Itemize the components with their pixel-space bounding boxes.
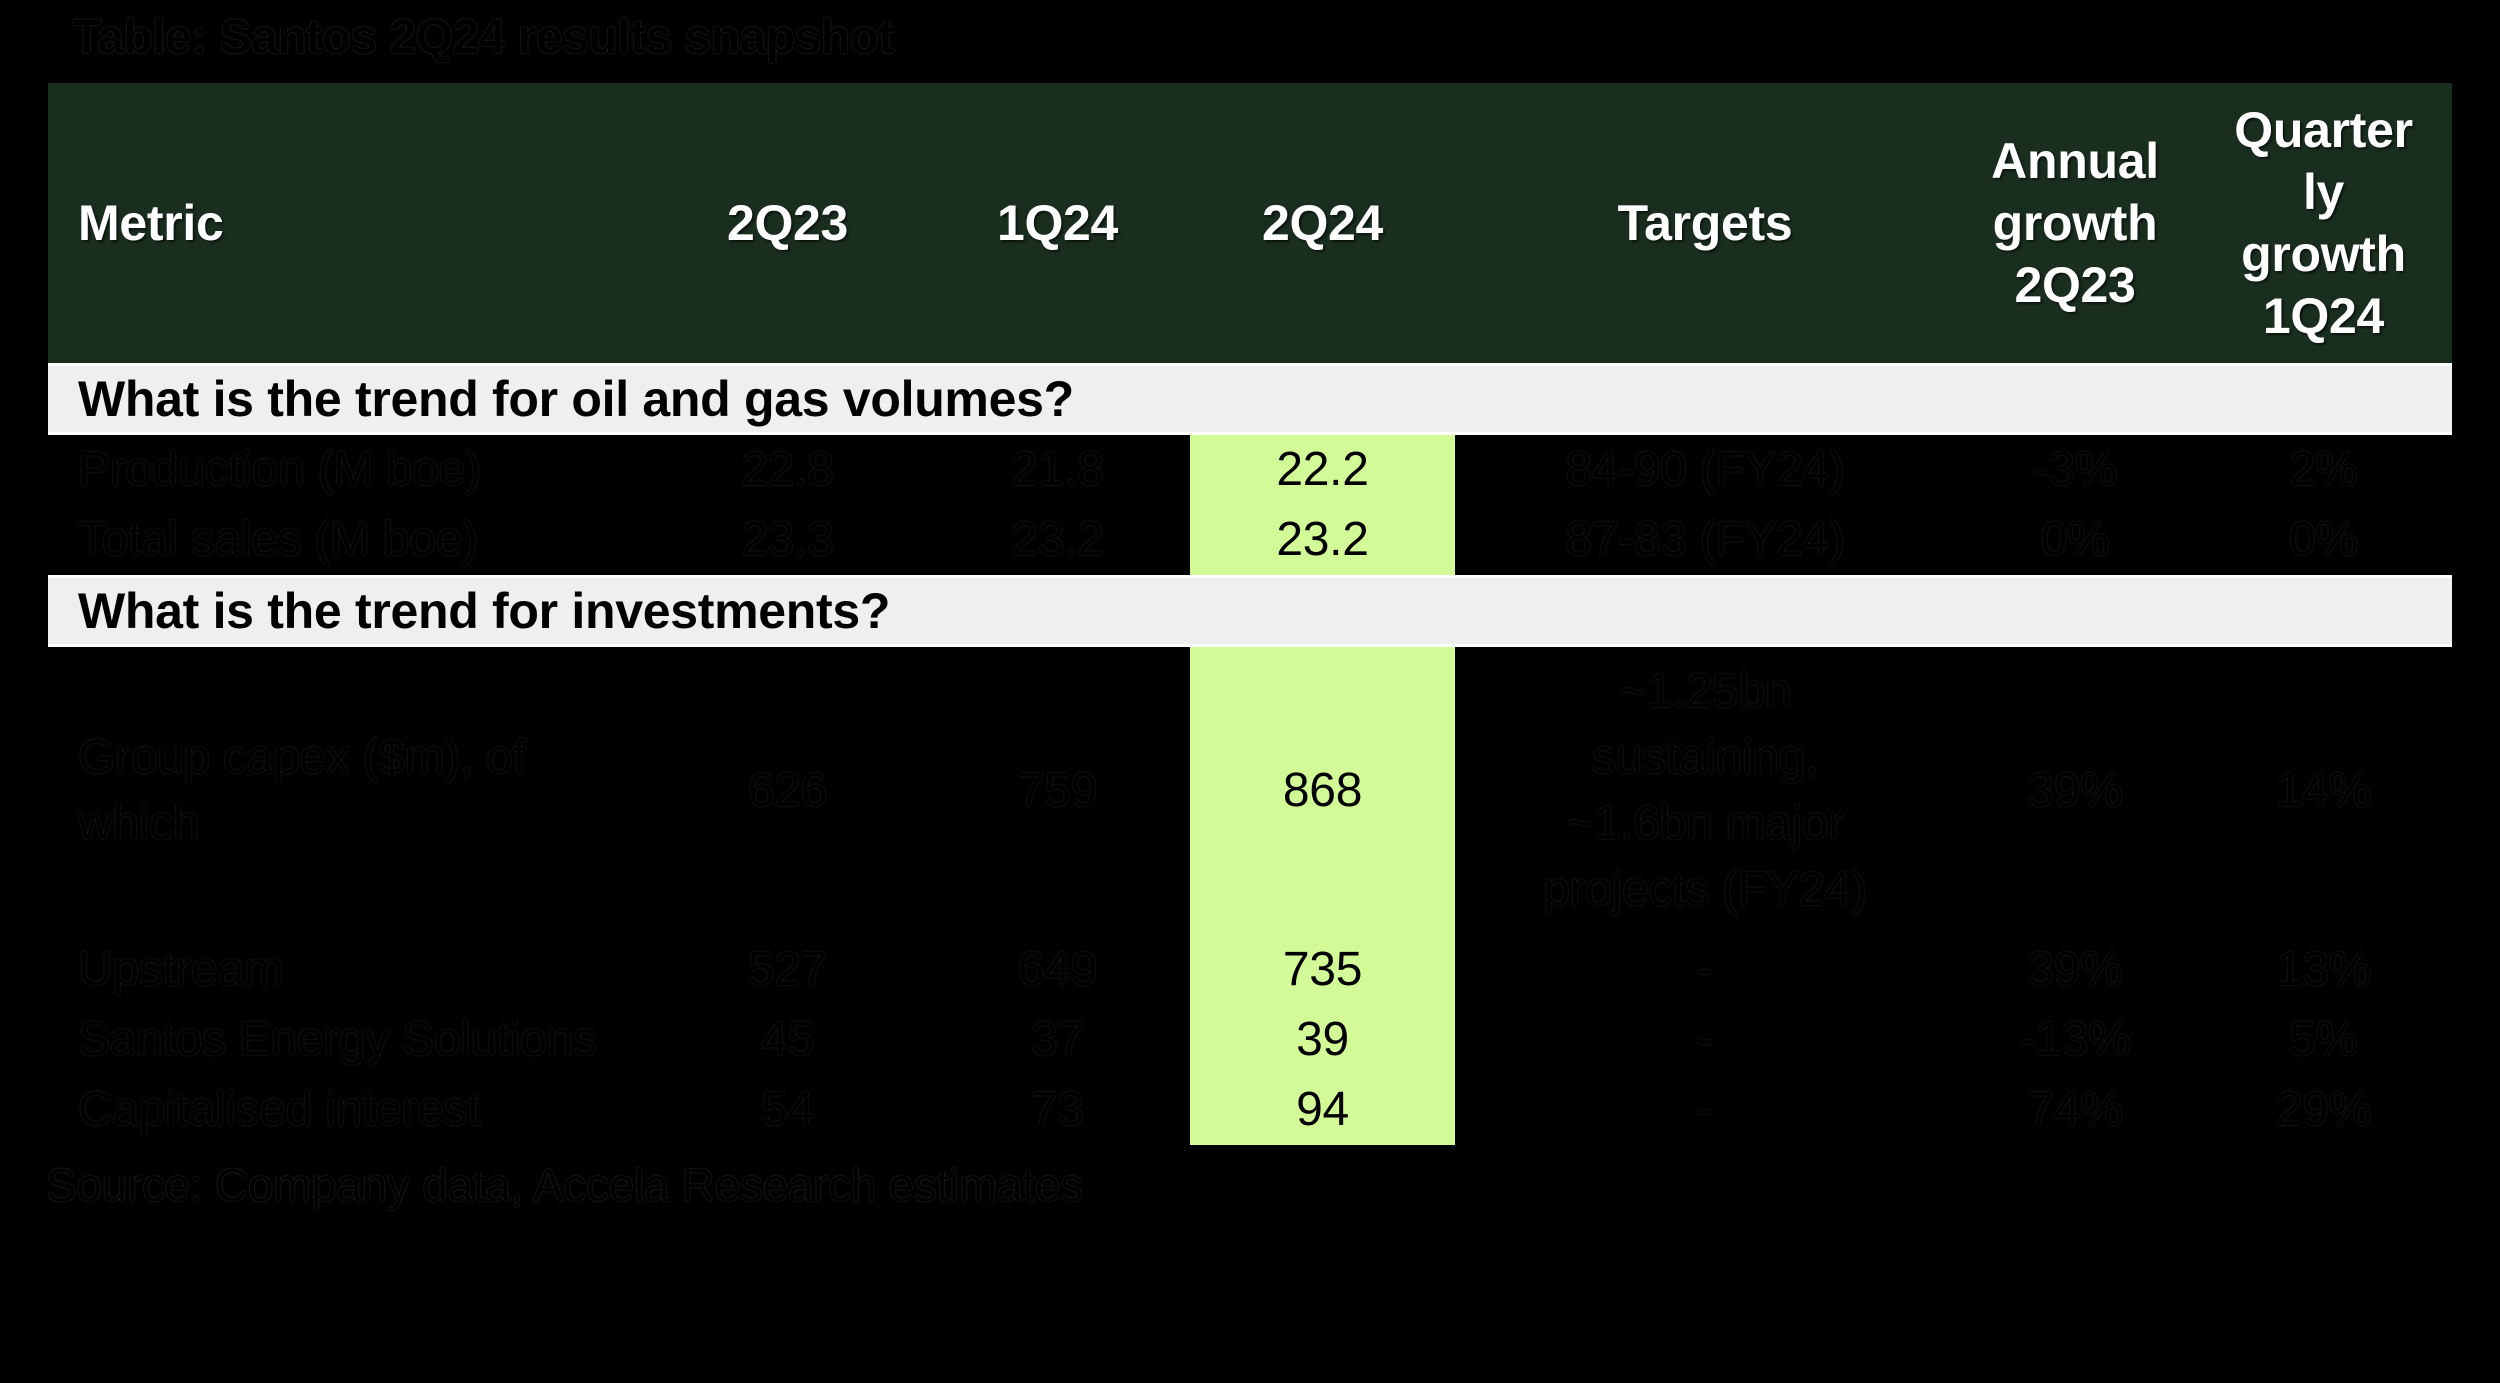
- cell-quarterly-growth: 14%: [2275, 763, 2372, 817]
- section-row-investments: What is the trend for investments?: [48, 575, 2452, 647]
- cell-1q24: 21.8: [1011, 442, 1104, 496]
- cell-targets: 87-83 (FY24): [1565, 512, 1845, 566]
- cell-annual-growth: 74%: [2027, 1082, 2123, 1136]
- table-row-production: Production (M boe) 22.8 21.8 22.2 84-90 …: [48, 435, 2452, 505]
- cell-2q24-highlighted: 868: [1190, 647, 1455, 935]
- table-row-santos-energy-solutions: Santos Energy Solutions 45 37 39 - -13% …: [48, 1005, 2452, 1075]
- cell-1q24: 23.2: [1011, 512, 1104, 566]
- cell-annual-growth: -13%: [2019, 1012, 2131, 1066]
- cell-metric: Group capex ($m), of which: [78, 730, 526, 850]
- cell-2q23: 54: [761, 1082, 814, 1136]
- cell-2q24-highlighted: 39: [1190, 1005, 1455, 1075]
- cell-2q23: 45: [761, 1012, 814, 1066]
- table-row-capitalised-interest: Capitalised interest 54 73 94 - 74% 29%: [48, 1075, 2452, 1145]
- cell-targets: -: [1697, 1082, 1713, 1136]
- cell-2q23: 527: [747, 942, 828, 996]
- source-note: Source: Company data, Accela Research es…: [46, 1159, 1083, 1211]
- cell-2q23: 626: [747, 763, 828, 817]
- results-table: Metric 2Q23 1Q24 2Q24 Targets Annual gro…: [48, 83, 2452, 1145]
- cell-quarterly-growth: 0%: [2289, 512, 2358, 566]
- cell-2q24-highlighted: 23.2: [1190, 505, 1455, 575]
- cell-1q24: 649: [1017, 942, 1098, 996]
- section-row-oil-gas-volumes: What is the trend for oil and gas volume…: [48, 363, 2452, 435]
- cell-2q23: 23.3: [741, 512, 834, 566]
- cell-1q24: 759: [1017, 763, 1098, 817]
- header-cell-quarterly-growth: Quarter ly growth 1Q24: [2234, 102, 2413, 344]
- header-cell-targets: Targets: [1617, 195, 1793, 251]
- cell-2q23: 22.8: [741, 442, 834, 496]
- cell-2q24-highlighted: 94: [1190, 1075, 1455, 1145]
- cell-targets: 84-90 (FY24): [1565, 442, 1845, 496]
- cell-metric: Total sales (M boe): [78, 512, 478, 566]
- page-title: Table: Santos 2Q24 results snapshot: [72, 11, 894, 64]
- cell-2q24-highlighted: 735: [1190, 935, 1455, 1005]
- cell-1q24: 73: [1031, 1082, 1084, 1136]
- cell-annual-growth: -3%: [2032, 442, 2118, 496]
- cell-metric: Capitalised interest: [78, 1082, 481, 1136]
- header-cell-2q23: 2Q23: [726, 195, 849, 251]
- table-row-total-sales: Total sales (M boe) 23.3 23.2 23.2 87-83…: [48, 505, 2452, 575]
- cell-targets: ~1.25bn sustaining, ~1.6bn major project…: [1543, 664, 1867, 917]
- header-cell-annual-growth: Annual growth 2Q23: [1991, 133, 2159, 313]
- header-cell-1q24: 1Q24: [996, 195, 1119, 251]
- cell-annual-growth: 39%: [2027, 763, 2123, 817]
- cell-metric: Upstream: [78, 942, 284, 996]
- header-cell-metric: Metric: [78, 195, 224, 251]
- cell-targets: -: [1697, 1012, 1713, 1066]
- table-row-group-capex: Group capex ($m), of which 626 759 868 ~…: [48, 647, 2452, 935]
- cell-targets: -: [1697, 942, 1713, 996]
- cell-quarterly-growth: 2%: [2289, 442, 2358, 496]
- table-row-upstream: Upstream 527 649 735 - 39% 13%: [48, 935, 2452, 1005]
- cell-1q24: 37: [1031, 1012, 1084, 1066]
- cell-quarterly-growth: 29%: [2275, 1082, 2372, 1136]
- cell-metric: Santos Energy Solutions: [78, 1012, 597, 1066]
- header-cell-2q24: 2Q24: [1261, 195, 1384, 251]
- cell-annual-growth: 39%: [2027, 942, 2123, 996]
- cell-metric: Production (M boe): [78, 442, 481, 496]
- table-header-row: Metric 2Q23 1Q24 2Q24 Targets Annual gro…: [48, 83, 2452, 363]
- cell-quarterly-growth: 5%: [2289, 1012, 2358, 1066]
- cell-quarterly-growth: 13%: [2275, 942, 2372, 996]
- cell-2q24-highlighted: 22.2: [1190, 435, 1455, 505]
- cell-annual-growth: 0%: [2040, 512, 2110, 566]
